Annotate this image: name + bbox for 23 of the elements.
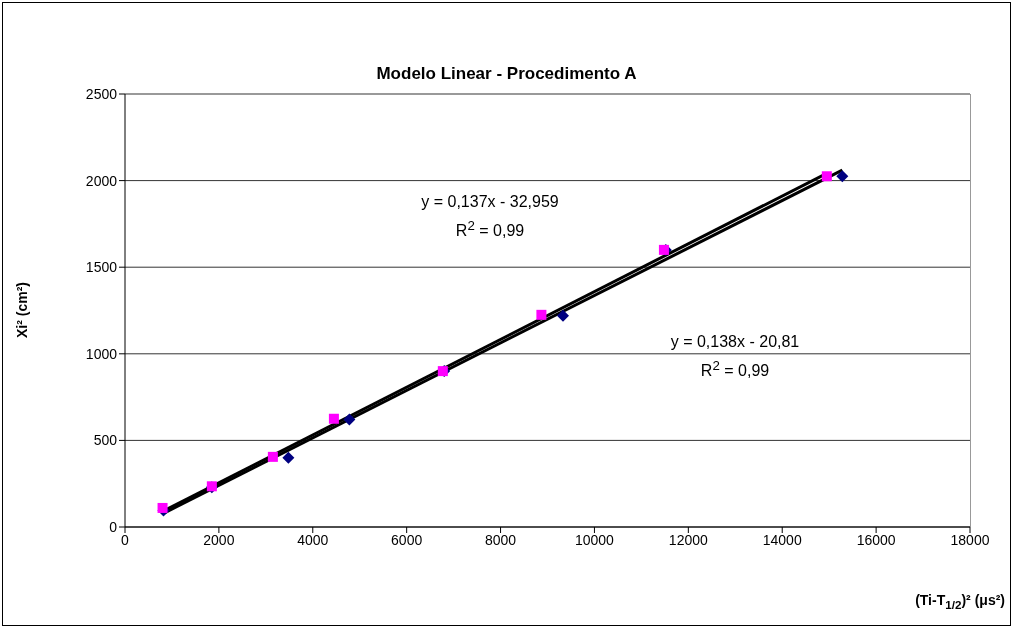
annotation: R$^{2}$ = 0,99 — [451, 218, 529, 241]
x-tick-label: 2000 — [203, 531, 235, 548]
x-tick-label: 0 — [121, 531, 130, 548]
x-tick-label: 12000 — [668, 531, 709, 548]
chart-title: Modelo Linear - Procedimento A — [375, 64, 638, 84]
x-tick-label: 4000 — [297, 531, 329, 548]
x-tick-label: 18000 — [950, 531, 990, 548]
x-axis-title: (Ti-T$_{1/2}$)² (μs²) — [915, 592, 1005, 611]
annotation: y = 0,137x - 32,959 — [417, 193, 563, 211]
x-tick-label: 8000 — [484, 531, 517, 548]
y-tick-label: 2500 — [85, 85, 118, 102]
y-tick-label: 1000 — [85, 345, 118, 362]
annotation: R$^{2}$ = 0,99 — [696, 358, 774, 381]
annotation: y = 0,138x - 20,81 — [666, 333, 804, 351]
x-tick-label: 14000 — [762, 531, 802, 548]
y-axis-title: Xi² (cm²) — [14, 282, 30, 338]
y-tick-label: 500 — [93, 432, 118, 449]
x-tick-label: 16000 — [856, 531, 896, 548]
x-tick-label: 10000 — [574, 531, 615, 548]
y-tick-label: 2000 — [85, 172, 118, 189]
y-tick-label: 1500 — [85, 259, 118, 276]
x-tick-label: 6000 — [391, 531, 423, 548]
y-tick-label: 0 — [109, 518, 118, 535]
